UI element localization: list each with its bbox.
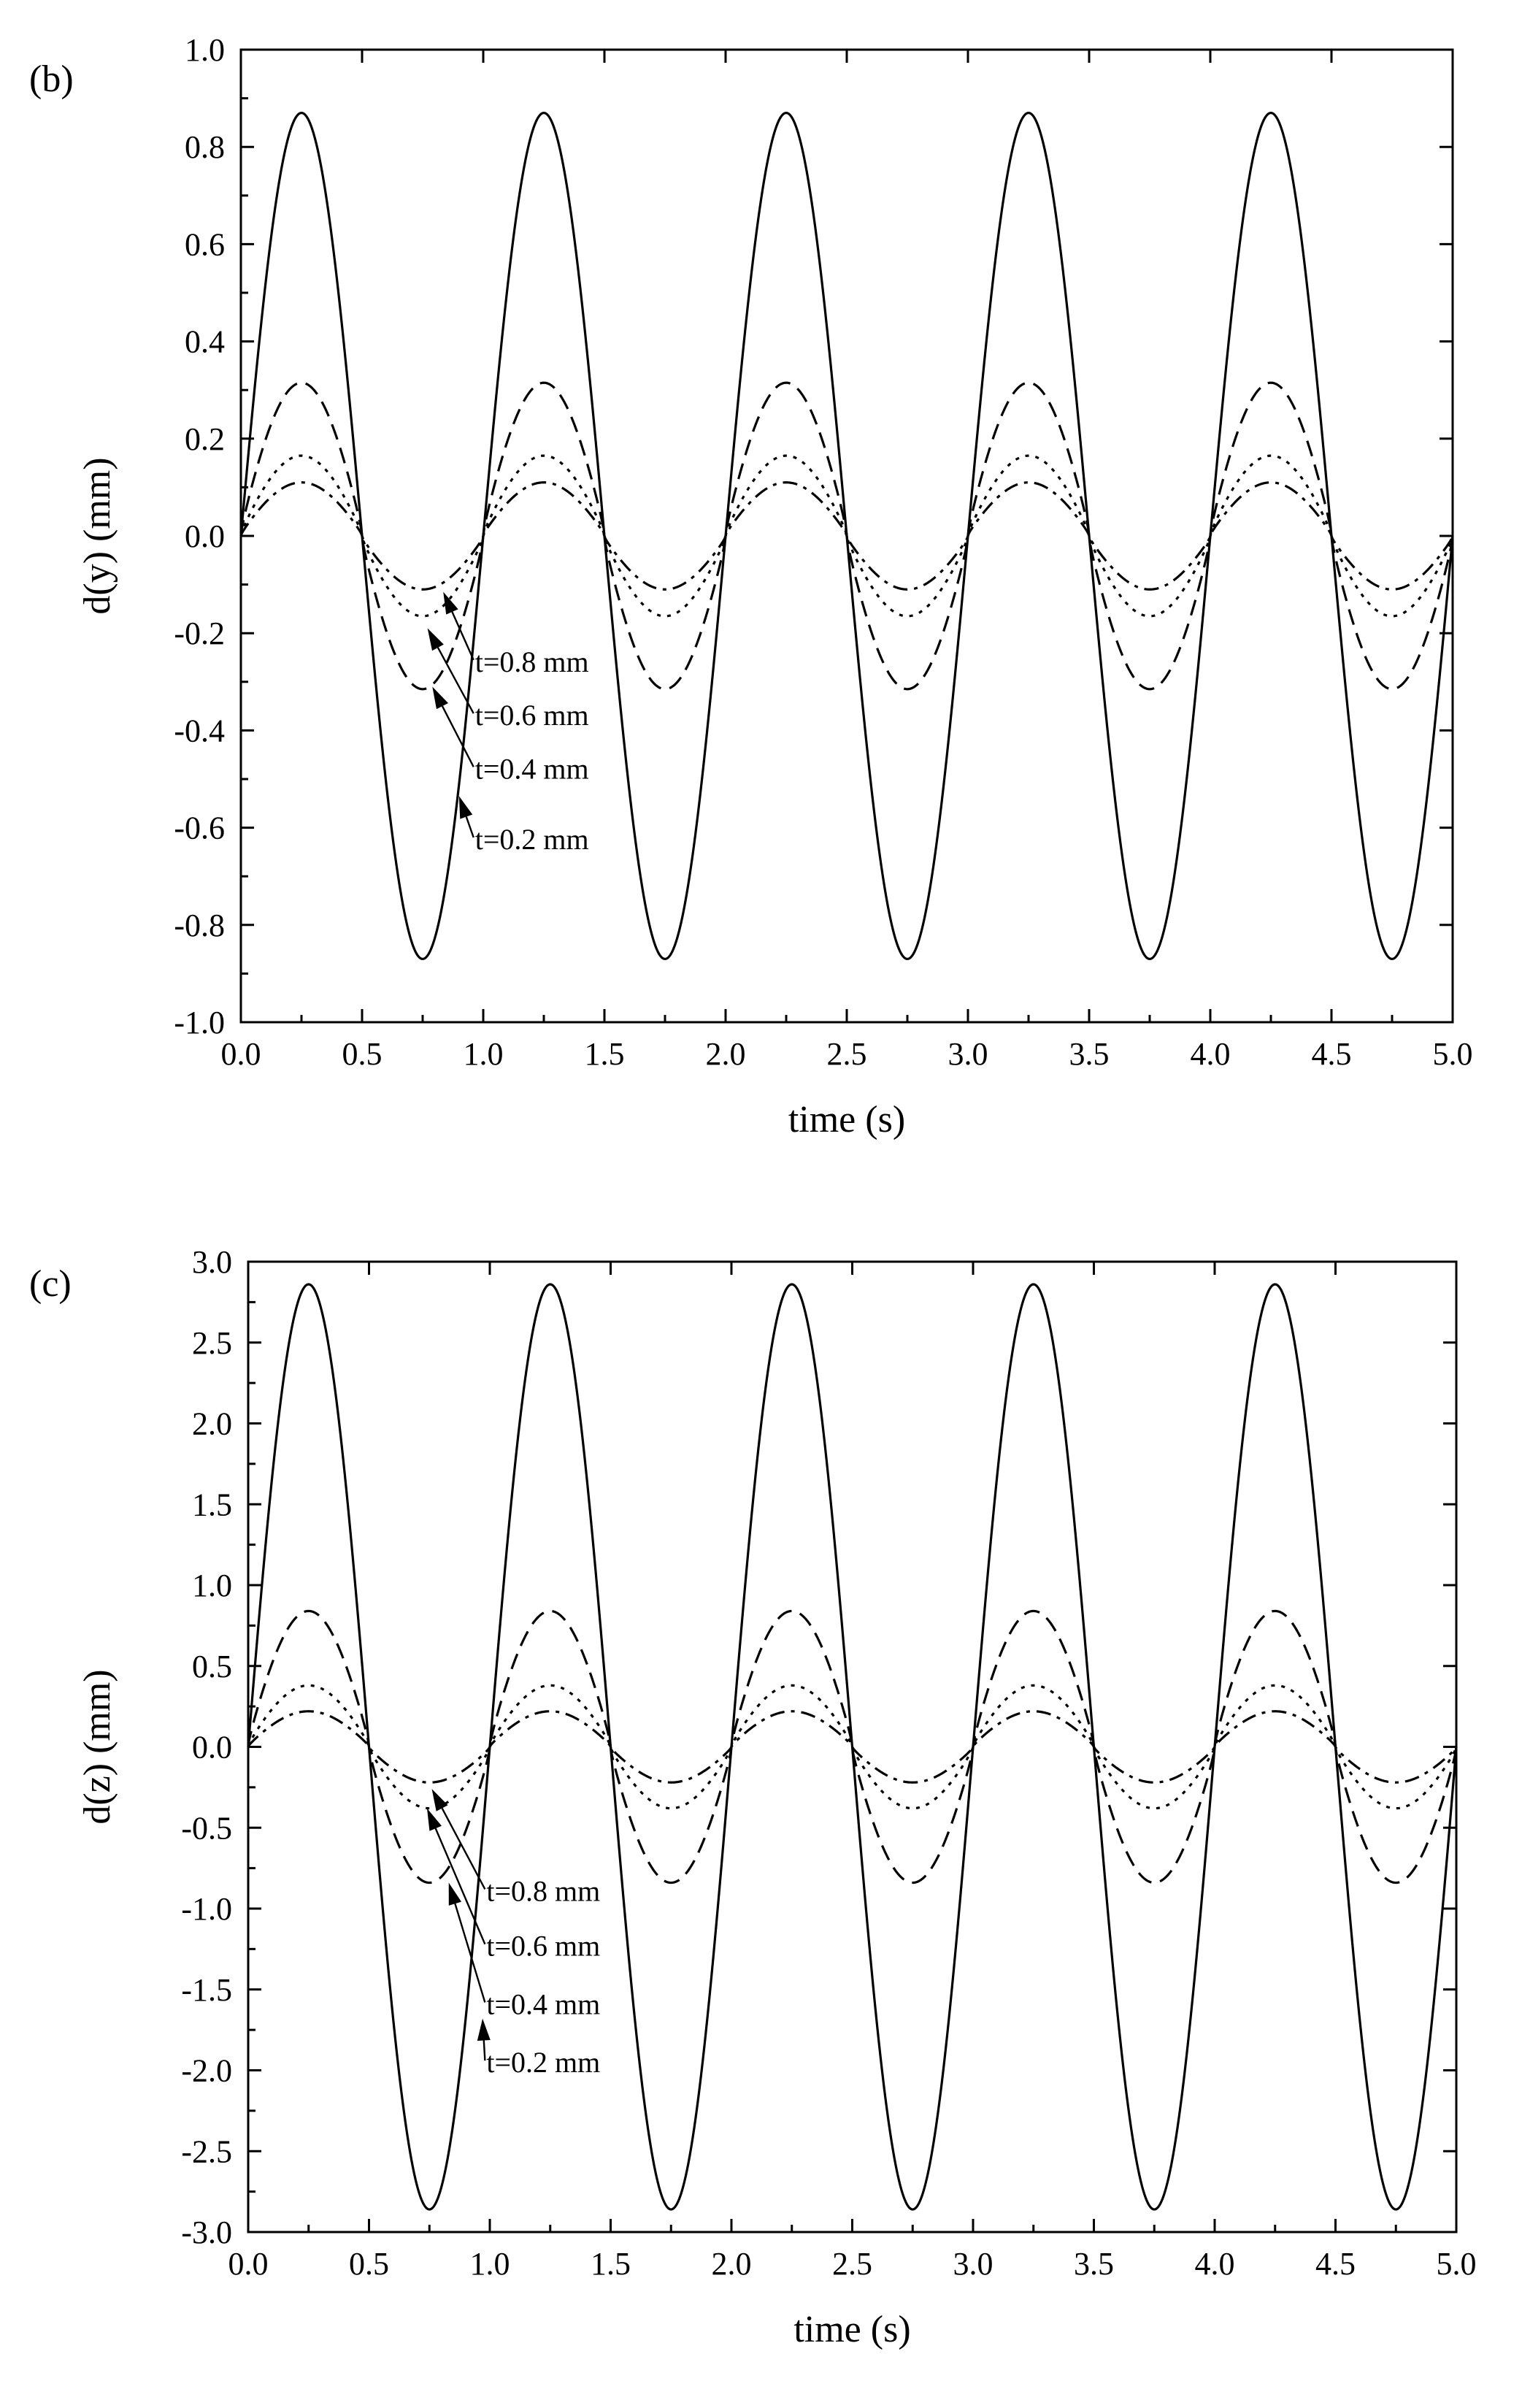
x-tick-label: 3.5 bbox=[1069, 1036, 1110, 1072]
annotation-label: t=0.4 mm bbox=[475, 752, 589, 785]
x-tick-label: 5.0 bbox=[1437, 2246, 1477, 2282]
x-tick-label: 4.5 bbox=[1312, 1036, 1352, 1072]
y-tick-label: 2.0 bbox=[192, 1406, 232, 1442]
y-tick-label: -0.6 bbox=[174, 810, 225, 846]
x-tick-label: 0.5 bbox=[349, 2246, 389, 2282]
x-tick-label: 1.5 bbox=[591, 2246, 631, 2282]
y-tick-label: 0.6 bbox=[185, 226, 225, 262]
annotation-label: t=0.4 mm bbox=[486, 1987, 600, 2020]
annotation-arrowhead bbox=[477, 2018, 491, 2041]
y-tick-label: -1.0 bbox=[174, 1005, 225, 1040]
series-line-dotted bbox=[247, 1684, 1458, 1810]
y-axis-title: d(y) (mm) bbox=[77, 457, 118, 614]
x-tick-label: 3.0 bbox=[948, 1036, 988, 1072]
annotation-arrowhead bbox=[432, 686, 448, 710]
chart-panel-c: (c) 0.0 0.5 1.0 1.5 2.0 2.5 3.0 3.5 4.0 4.5 5.0 3.0 2… bbox=[29, 1244, 1477, 2350]
x-tick-label: 2.5 bbox=[832, 2246, 872, 2282]
chart-panel-b: (b) 0.0 0.5 1.0 1.5 2.0 2.5 3.0 3.5 4.0 4.5 5.0 1.0 0… bbox=[29, 32, 1473, 1140]
y-tick-label: 2.5 bbox=[192, 1325, 232, 1361]
annotation-arrow-line bbox=[437, 647, 474, 714]
annotation-arrowhead bbox=[426, 1808, 442, 1831]
y-tick-label: 0.2 bbox=[185, 421, 225, 457]
y-tick-label: -3.0 bbox=[181, 2215, 232, 2250]
y-tick-label: 3.0 bbox=[192, 1244, 232, 1280]
y-tick-label: -0.8 bbox=[174, 908, 225, 943]
annotation-arrowhead bbox=[458, 796, 473, 819]
x-tick-label: 0.0 bbox=[228, 2246, 269, 2282]
annotation-label: t=0.6 mm bbox=[475, 699, 589, 732]
y-tick-label: 0.8 bbox=[185, 129, 225, 165]
x-tick-label: 1.0 bbox=[464, 1036, 504, 1072]
x-tick-label: 1.0 bbox=[470, 2246, 510, 2282]
x-tick-label: 3.0 bbox=[953, 2246, 993, 2282]
y-tick-label: 0.0 bbox=[185, 518, 225, 554]
panel-label: (c) bbox=[29, 1263, 72, 1305]
y-tick-label: 1.0 bbox=[192, 1568, 232, 1603]
x-tick-label: 0.0 bbox=[221, 1036, 261, 1072]
y-tick-label: 0.0 bbox=[192, 1730, 232, 1765]
x-tick-label: 4.0 bbox=[1191, 1036, 1231, 1072]
series-line-dashed bbox=[247, 1609, 1458, 1884]
annotation-label: t=0.6 mm bbox=[486, 1930, 600, 1963]
x-tick-label: 2.0 bbox=[712, 2246, 752, 2282]
y-tick-label: -0.5 bbox=[181, 1810, 232, 1846]
annotation-arrow-line bbox=[441, 1808, 486, 1890]
y-tick-label: -2.5 bbox=[181, 2133, 232, 2169]
annotation-arrowhead bbox=[448, 1882, 462, 1906]
y-tick-label: -1.5 bbox=[181, 1972, 232, 2008]
annotation-label: t=0.8 mm bbox=[486, 1874, 600, 1907]
annotation-arrowhead bbox=[431, 1789, 448, 1811]
series-line-dashdot bbox=[239, 481, 1454, 591]
x-tick-label: 4.0 bbox=[1195, 2246, 1235, 2282]
x-tick-label: 1.5 bbox=[585, 1036, 625, 1072]
y-tick-label: 1.0 bbox=[185, 32, 225, 68]
annotation-arrowhead bbox=[427, 628, 444, 651]
x-tick-label: 2.0 bbox=[706, 1036, 746, 1072]
y-tick-label: 0.4 bbox=[185, 324, 225, 360]
y-tick-label: -2.0 bbox=[181, 2053, 232, 2089]
series-line-dashdot bbox=[247, 1710, 1458, 1784]
annotation-label: t=0.8 mm bbox=[475, 645, 589, 678]
x-tick-label: 2.5 bbox=[827, 1036, 867, 1072]
y-tick-label: -0.4 bbox=[174, 713, 225, 748]
y-tick-label: -1.0 bbox=[181, 1891, 232, 1927]
annotation-arrow-line bbox=[483, 2040, 486, 2061]
x-tick-label: 5.0 bbox=[1433, 1036, 1473, 1072]
annotation-arrow-line bbox=[434, 1828, 486, 1945]
x-tick-label: 4.5 bbox=[1315, 2246, 1356, 2282]
annotation-arrow-line bbox=[451, 611, 474, 661]
y-tick-label: 0.5 bbox=[192, 1649, 232, 1684]
y-tick-label: -0.2 bbox=[174, 616, 225, 651]
y-axis-title: d(z) (mm) bbox=[77, 1669, 118, 1824]
x-axis-title: time (s) bbox=[788, 1099, 905, 1140]
series-line-dotted bbox=[239, 454, 1454, 618]
annotation-arrow-line bbox=[441, 705, 474, 767]
x-axis-title: time (s) bbox=[793, 2309, 910, 2350]
annotation-label: t=0.2 mm bbox=[486, 2046, 600, 2079]
y-tick-label: 1.5 bbox=[192, 1487, 232, 1522]
annotation-arrowhead bbox=[443, 591, 458, 615]
x-tick-label: 3.5 bbox=[1074, 2246, 1114, 2282]
annotation-arrow-line bbox=[454, 1903, 486, 2003]
panel-label: (b) bbox=[29, 58, 74, 100]
annotation-arrow-line bbox=[465, 816, 474, 838]
annotation-label: t=0.2 mm bbox=[475, 823, 589, 856]
x-tick-label: 0.5 bbox=[342, 1036, 383, 1072]
